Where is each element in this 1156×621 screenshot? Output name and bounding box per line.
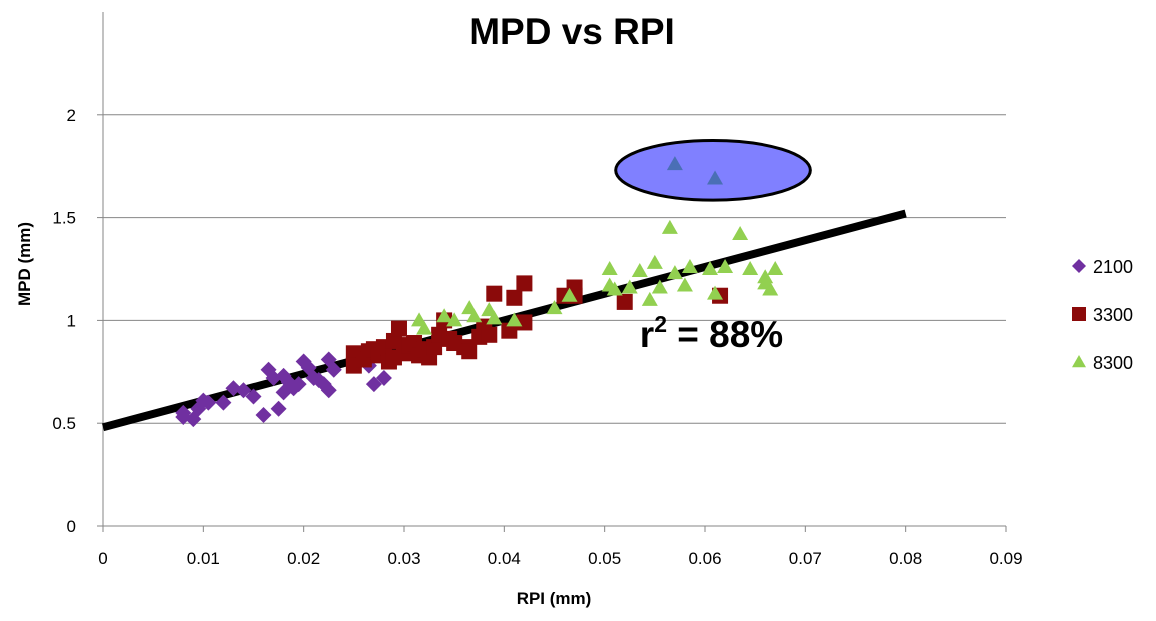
x-tick-label-2: 0.02 [287, 549, 320, 568]
point-3300-26 [481, 326, 498, 343]
legend-marker-2100 [1072, 259, 1086, 273]
point-8300-11 [601, 261, 618, 275]
point-2100-1 [175, 404, 192, 421]
x-tick-label-5: 0.05 [588, 549, 621, 568]
x-tick-label-4: 0.04 [488, 549, 521, 568]
point-2100-24 [320, 382, 337, 399]
grid-lines [103, 114, 1006, 424]
y-tick-label-2: 1 [67, 311, 76, 330]
point-2100-13 [270, 400, 287, 417]
chart-title: MPD vs RPI [469, 11, 675, 52]
point-8300-13 [606, 281, 623, 296]
x-tick-label-7: 0.07 [789, 549, 822, 568]
point-8300-1 [416, 320, 433, 335]
point-2100-6 [215, 394, 232, 411]
point-2100-5 [200, 394, 217, 411]
point-8300-20 [666, 265, 683, 280]
x-axis-title: RPI (mm) [517, 589, 592, 608]
point-8300-16 [641, 291, 658, 306]
point-8300-27 [742, 261, 759, 275]
point-2100-18 [290, 376, 307, 393]
point-8300-24 [707, 285, 724, 300]
point-8300-10 [561, 287, 578, 302]
highlighted-point-33 [707, 170, 724, 185]
point-8300-14 [621, 279, 638, 294]
legend: 2100 3300 8300 [1072, 257, 1133, 373]
point-3300-35 [616, 293, 633, 310]
x-tick-label-3: 0.03 [387, 549, 420, 568]
point-8300-15 [631, 263, 648, 278]
highlight-ellipse [614, 139, 812, 202]
y-tick-label-0: 0 [67, 517, 76, 536]
point-8300-7 [486, 310, 503, 325]
point-8300-5 [466, 308, 483, 323]
point-2100-28 [365, 376, 382, 393]
point-8300-19 [661, 219, 678, 234]
r-squared-value: = 88% [667, 314, 783, 355]
point-2100-9 [245, 388, 262, 405]
point-3300-29 [506, 289, 523, 306]
r-squared-superscript: 2 [654, 311, 667, 337]
point-8300-26 [732, 226, 749, 241]
point-2100-26 [325, 361, 342, 378]
point-8300-31 [767, 261, 784, 275]
highlighted-point-32 [666, 156, 683, 171]
tick-labels: 0 0.5 1 1.5 2 0 0.01 0.02 0.03 0.04 0.05 0.06 0.07 0.… [52, 106, 1022, 568]
y-tick-label-1: 0.5 [52, 414, 76, 433]
point-3300-17 [426, 339, 443, 356]
data-points [175, 156, 784, 428]
point-3300-9 [385, 332, 402, 349]
x-tick-label-1: 0.01 [187, 549, 220, 568]
point-8300-18 [651, 279, 668, 294]
point-3300-23 [461, 343, 478, 360]
x-tick-label-0: 0 [98, 549, 107, 568]
legend-label-2100: 2100 [1093, 257, 1133, 277]
legend-marker-3300 [1072, 307, 1086, 321]
y-tick-label-4: 2 [67, 106, 76, 125]
x-tick-label-9: 0.09 [989, 549, 1022, 568]
point-8300-9 [546, 300, 563, 315]
point-3300-27 [486, 285, 503, 302]
axes [97, 12, 1007, 532]
point-8300-30 [762, 281, 779, 296]
point-3300-28 [501, 322, 518, 339]
point-8300-8 [506, 312, 523, 327]
point-2100-10 [255, 406, 272, 423]
point-3300-10 [390, 320, 407, 337]
x-tick-label-8: 0.08 [889, 549, 922, 568]
legend-marker-8300 [1072, 355, 1086, 368]
point-8300-17 [646, 254, 663, 269]
highlight-group [614, 139, 812, 202]
point-8300-25 [717, 258, 734, 273]
point-8300-23 [702, 261, 719, 275]
r-squared-annotation: r2 = 88% [640, 311, 783, 355]
point-8300-21 [676, 277, 693, 292]
point-3300-31 [516, 314, 533, 331]
point-8300-22 [681, 258, 698, 273]
legend-label-8300: 8300 [1093, 353, 1133, 373]
r-squared-base: r [640, 314, 654, 355]
x-tick-label-6: 0.06 [688, 549, 721, 568]
point-2100-8 [235, 382, 252, 399]
point-3300-30 [516, 275, 533, 292]
point-2100-29 [375, 369, 392, 386]
y-axis-title: MPD (mm) [15, 222, 34, 306]
point-8300-3 [446, 312, 463, 327]
y-tick-label-3: 1.5 [52, 209, 76, 228]
legend-label-3300: 3300 [1093, 305, 1133, 325]
point-8300-2 [436, 308, 453, 323]
